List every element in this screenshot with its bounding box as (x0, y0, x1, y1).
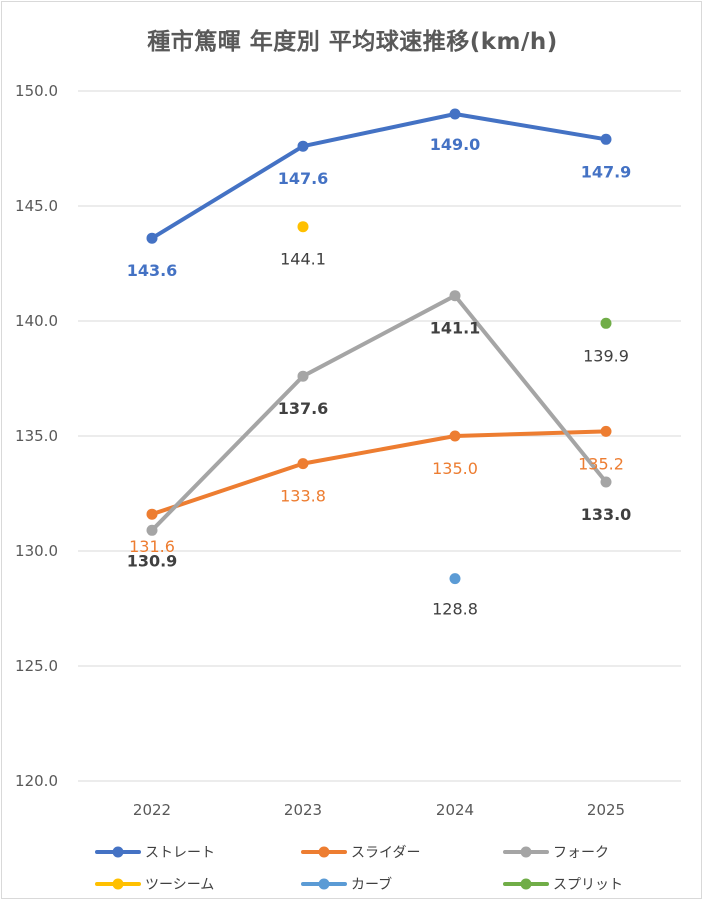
data-point (449, 290, 461, 302)
legend-marker-1 (318, 846, 330, 858)
series-line-2 (150, 293, 608, 533)
data-label: 143.6 (127, 261, 178, 280)
x-tick-label: 2025 (587, 801, 625, 819)
data-point (146, 524, 158, 536)
data-label: 133.8 (280, 487, 326, 506)
legend-marker-3 (112, 878, 124, 890)
legend-marker-0 (112, 846, 124, 858)
data-point (146, 232, 158, 244)
legend-label-0: ストレート (145, 845, 215, 861)
data-label: 139.9 (583, 346, 629, 365)
data-label: 141.1 (430, 319, 481, 338)
data-point (600, 476, 612, 488)
data-point (297, 370, 309, 382)
data-point (146, 508, 158, 520)
y-tick-label: 140.0 (15, 312, 58, 330)
x-tick-label: 2024 (436, 801, 474, 819)
data-label: 128.8 (432, 600, 478, 619)
data-label: 130.9 (127, 551, 178, 570)
data-point (449, 108, 461, 120)
y-tick-label: 120.0 (15, 772, 58, 790)
chart-title: 種市篤暉 年度別 平均球速推移(km/h) (147, 29, 558, 55)
legend-label-1: スライダー (351, 845, 420, 861)
data-point (297, 140, 309, 152)
data-label: 135.0 (432, 459, 478, 478)
data-label: 131.6 (129, 537, 175, 556)
data-label: 144.1 (280, 250, 326, 269)
y-tick-label: 130.0 (15, 542, 58, 560)
data-label: 147.6 (278, 169, 329, 188)
legend-label-5: スプリット (553, 877, 623, 893)
data-label: 147.9 (581, 162, 632, 181)
data-point (449, 573, 461, 585)
legend-label-2: フォーク (553, 845, 609, 861)
data-label: 137.6 (278, 399, 329, 418)
data-point (297, 458, 309, 470)
legend-label-4: カーブ (351, 876, 392, 893)
y-tick-label: 145.0 (15, 197, 58, 215)
data-label: 135.2 (578, 454, 624, 473)
legend-label-3: ツーシーム (145, 877, 214, 893)
legend-marker-5 (520, 878, 532, 890)
y-tick-label: 150.0 (15, 82, 58, 100)
legend-marker-2 (520, 846, 532, 858)
y-tick-label: 135.0 (15, 427, 58, 445)
series-line-0 (150, 112, 608, 241)
series-line-1 (150, 429, 608, 517)
data-point (600, 425, 612, 437)
legend-marker-4 (318, 878, 330, 890)
x-tick-label: 2023 (284, 801, 322, 819)
x-tick-label: 2022 (133, 801, 171, 819)
data-point (600, 317, 612, 329)
data-point (297, 221, 309, 233)
y-tick-label: 125.0 (15, 657, 58, 675)
data-label: 149.0 (430, 135, 481, 154)
data-point (600, 133, 612, 145)
data-label: 133.0 (581, 505, 632, 524)
data-point (449, 430, 461, 442)
